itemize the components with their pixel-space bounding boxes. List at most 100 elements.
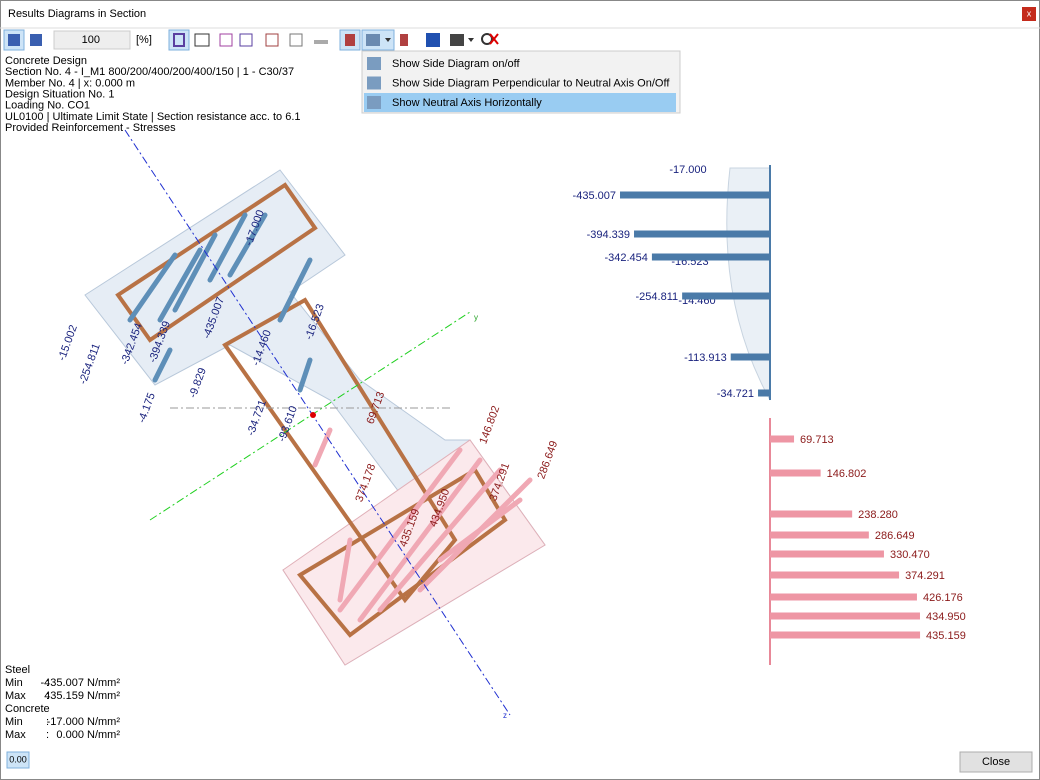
- tool-icon[interactable]: [400, 34, 408, 46]
- tool-icon[interactable]: [173, 33, 185, 47]
- tool-icon[interactable]: [314, 40, 328, 44]
- steel-stress-bar: [770, 593, 917, 601]
- dropdown-arrow[interactable]: [385, 38, 391, 42]
- close-icon[interactable]: x: [1027, 8, 1032, 18]
- tool-icon[interactable]: [194, 33, 210, 47]
- steel-stress-label: 286.649: [875, 530, 915, 542]
- close-button[interactable]: [959, 751, 1033, 773]
- steel-stress-label: -342.454: [604, 252, 647, 264]
- summary-label: Max: [5, 729, 26, 741]
- tool-icon[interactable]: [481, 33, 493, 45]
- tool-icon[interactable]: [289, 33, 303, 47]
- menu-icon[interactable]: [367, 96, 381, 109]
- steel-stress-bar: [651, 253, 770, 261]
- steel-stress-label: 146.802: [827, 468, 867, 480]
- info-line: Provided Reinforcement - Stresses: [5, 122, 176, 134]
- steel-stress-bar: [770, 550, 884, 558]
- steel-stress-bar: [770, 510, 853, 518]
- centroid: [310, 412, 316, 418]
- summary-label: Min: [5, 677, 23, 689]
- steel-stress-label: 426.176: [923, 592, 963, 604]
- steel-stress-bar: [634, 230, 770, 238]
- summary-separator: :: [46, 677, 49, 689]
- tool-icon[interactable]: [30, 34, 42, 46]
- info-line: Design Situation No. 1: [5, 89, 114, 101]
- info-line: Loading No. CO1: [5, 100, 90, 112]
- zoom-input[interactable]: [53, 30, 131, 50]
- concrete-stress-label: -17.000: [669, 164, 706, 176]
- tool-icon[interactable]: [366, 34, 380, 46]
- dropdown-arrow[interactable]: [468, 38, 474, 42]
- menu-item[interactable]: Show Neutral Axis Horizontally: [392, 97, 542, 109]
- summary-separator: :: [46, 716, 49, 728]
- summary-value: -17.000 N/mm²: [47, 716, 121, 728]
- tool-icon[interactable]: [345, 34, 355, 46]
- tool-icon[interactable]: [219, 33, 233, 47]
- info-line: UL0100 | Ultimate Limit State | Section …: [5, 111, 301, 123]
- zoom-unit: [%]: [136, 34, 152, 46]
- steel-stress-bar: [770, 571, 900, 579]
- menu-icon[interactable]: [367, 76, 381, 90]
- steel-stress-label: -435.007: [573, 190, 616, 202]
- window-title: Results Diagrams in Section: [8, 8, 146, 20]
- summary-label: Min: [5, 716, 23, 728]
- stirrup: [222, 297, 458, 604]
- steel-stress-label: 238.280: [858, 509, 898, 521]
- zoom-value[interactable]: 100: [82, 34, 100, 46]
- tool-icon[interactable]: [489, 33, 499, 45]
- tool-icon[interactable]: [8, 34, 20, 46]
- steel-stress-bar: [770, 531, 869, 539]
- info-line: Concrete Design: [5, 55, 87, 67]
- summary-label: Max: [5, 690, 26, 702]
- steel-stress-label: 69.713: [800, 434, 834, 446]
- steel-stress-bar: [770, 469, 821, 477]
- steel-stress-label: 434.950: [926, 611, 966, 623]
- summary-heading: Concrete: [5, 703, 50, 715]
- steel-stress-label: 435.159: [926, 630, 966, 642]
- tool-icon[interactable]: [450, 34, 464, 46]
- tool-icon[interactable]: [426, 33, 440, 47]
- steel-stress-bar: [770, 631, 921, 639]
- menu-item[interactable]: Show Side Diagram Perpendicular to Neutr…: [392, 77, 670, 89]
- steel-stress-bar: [730, 353, 770, 361]
- steel-stress-bar: [758, 389, 770, 397]
- summary-value: 435.159 N/mm²: [44, 690, 120, 702]
- menu-icon[interactable]: [367, 57, 381, 70]
- steel-stress-bar: [682, 292, 770, 300]
- summary-heading: Steel: [5, 664, 30, 676]
- status-button[interactable]: [6, 751, 30, 769]
- stirrup: [115, 182, 318, 343]
- axis-label: z: [503, 711, 507, 720]
- close-button-label[interactable]: Close: [982, 756, 1010, 768]
- info-line: Section No. 4 - I_M1 800/200/400/200/400…: [5, 66, 294, 78]
- close-icon-button[interactable]: [1022, 7, 1036, 21]
- status-value[interactable]: 0.00: [9, 754, 27, 764]
- summary-value: -435.007 N/mm²: [41, 677, 121, 689]
- compression-bars: [127, 212, 313, 393]
- tool-icon[interactable]: [265, 33, 279, 47]
- steel-stress-label: -113.913: [684, 352, 727, 364]
- steel-stress-label: 374.291: [905, 570, 945, 582]
- menu-item[interactable]: Show Side Diagram on/off: [392, 58, 521, 70]
- tool-icon[interactable]: [239, 33, 253, 47]
- toolbar: 100 [%]: [3, 29, 499, 51]
- summary-value: 0.000 N/mm²: [56, 729, 120, 741]
- summary-separator: :: [46, 729, 49, 741]
- axis-label: y: [474, 313, 478, 322]
- tension-bars: [312, 427, 533, 623]
- summary-separator: :: [46, 690, 49, 702]
- z-axis: [124, 129, 511, 716]
- menu-highlight[interactable]: [364, 93, 676, 112]
- steel-stress-label: 330.470: [890, 549, 930, 561]
- steel-stress-label: -254.811: [636, 291, 679, 303]
- info-line: Member No. 4 | x: 0.000 m: [5, 77, 135, 89]
- section-drawing: y z: [84, 129, 546, 720]
- steel-stress-bar: [770, 435, 795, 443]
- steel-stress-bar: [619, 191, 770, 199]
- steel-stress-label: -34.721: [717, 388, 754, 400]
- steel-stress-bar: [770, 612, 920, 620]
- steel-stress-label: -394.339: [587, 229, 630, 241]
- concrete-stress-area: [726, 167, 771, 401]
